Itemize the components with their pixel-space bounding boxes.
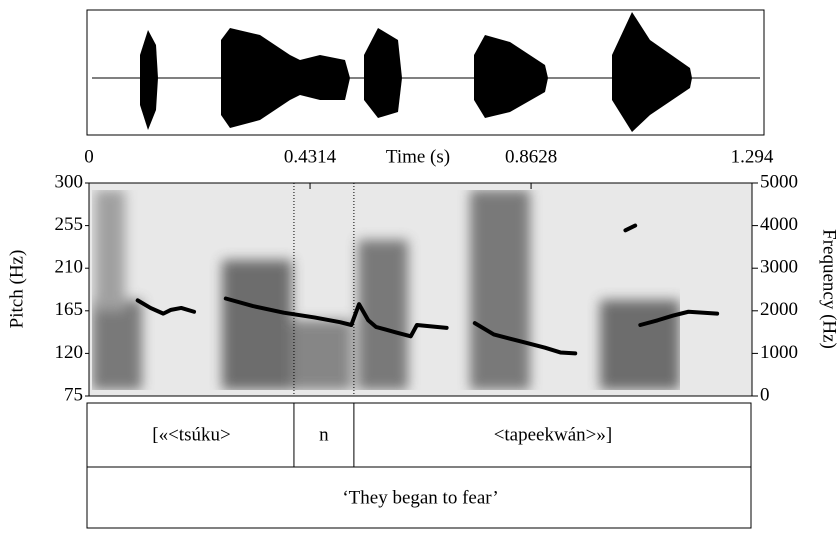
y-tick-label: 165 xyxy=(55,299,84,320)
x-tick-label: 1.294 xyxy=(731,146,774,167)
waveform xyxy=(92,12,760,132)
pitch-contour xyxy=(223,296,449,339)
pitch-contour xyxy=(472,321,578,356)
y2-tick-label: 0 xyxy=(760,384,770,405)
translation: ‘They began to fear’ xyxy=(342,487,498,508)
y-tick-label: 255 xyxy=(55,214,84,235)
y2-tick-label: 2000 xyxy=(760,299,798,320)
pitch-contour xyxy=(135,298,197,316)
x-tick-label: 0.4314 xyxy=(284,146,337,167)
tier-label: <tapeekwán>»] xyxy=(494,424,613,445)
y2-tick-label: 1000 xyxy=(760,342,798,363)
y-tick-label: 300 xyxy=(55,171,84,192)
pitch-contour xyxy=(638,309,720,327)
y2-tick-label: 5000 xyxy=(760,171,798,192)
spectrogram xyxy=(88,182,753,397)
x-tick-label: 0 xyxy=(84,146,94,167)
y2-axis-label: Frequency (Hz) xyxy=(819,229,839,349)
y-tick-label: 120 xyxy=(55,342,84,363)
y2-tick-label: 4000 xyxy=(760,214,798,235)
pitch-contour xyxy=(623,223,638,233)
y2-tick-label: 3000 xyxy=(760,257,798,278)
y-axis-label: Pitch (Hz) xyxy=(6,250,27,329)
y-tick-label: 75 xyxy=(64,384,83,405)
x-tick-label: 0.8628 xyxy=(505,146,557,167)
y-tick-label: 210 xyxy=(55,257,84,278)
tier-label: [«<tsúku> xyxy=(152,424,230,445)
x-axis-label: Time (s) xyxy=(386,146,450,167)
tier-label: n xyxy=(319,424,329,445)
tier-box xyxy=(86,402,752,529)
